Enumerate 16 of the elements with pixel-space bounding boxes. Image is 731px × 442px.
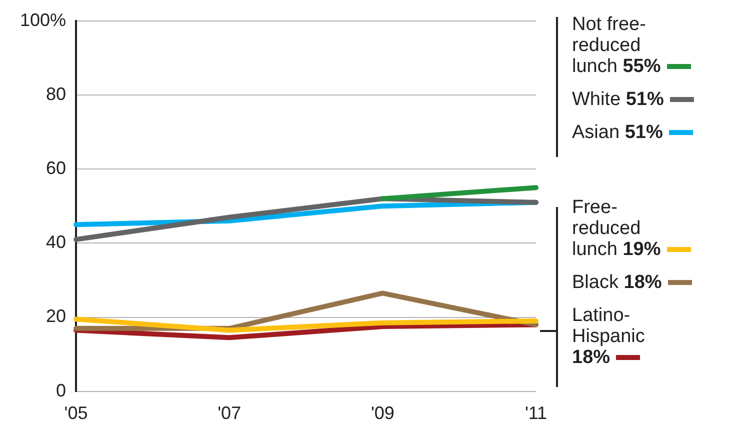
y-tick-label: 20 [46,306,66,326]
legend-label: White 51% [572,89,665,110]
legend-label: Asian 51% [572,122,664,143]
x-tick-label: '05 [64,403,88,424]
y-tick-label: 60 [46,158,66,178]
text: Not free-reduced lunch 55% [572,14,662,77]
legend-label: Black 18% [572,272,663,293]
series-label: Latino-Hispanic 18% [572,305,646,368]
y-tick-label: 100% [20,10,66,30]
y-tick-label: 40 [46,232,66,252]
x-tick-label: '07 [218,403,242,424]
y-tick-label: 80 [46,84,66,104]
x-tick-label: '09 [370,403,394,424]
x-tick-label: '11 [524,403,548,424]
y-tick-label: 0 [56,380,66,400]
text: Free-reduced lunch 19% [572,197,662,260]
